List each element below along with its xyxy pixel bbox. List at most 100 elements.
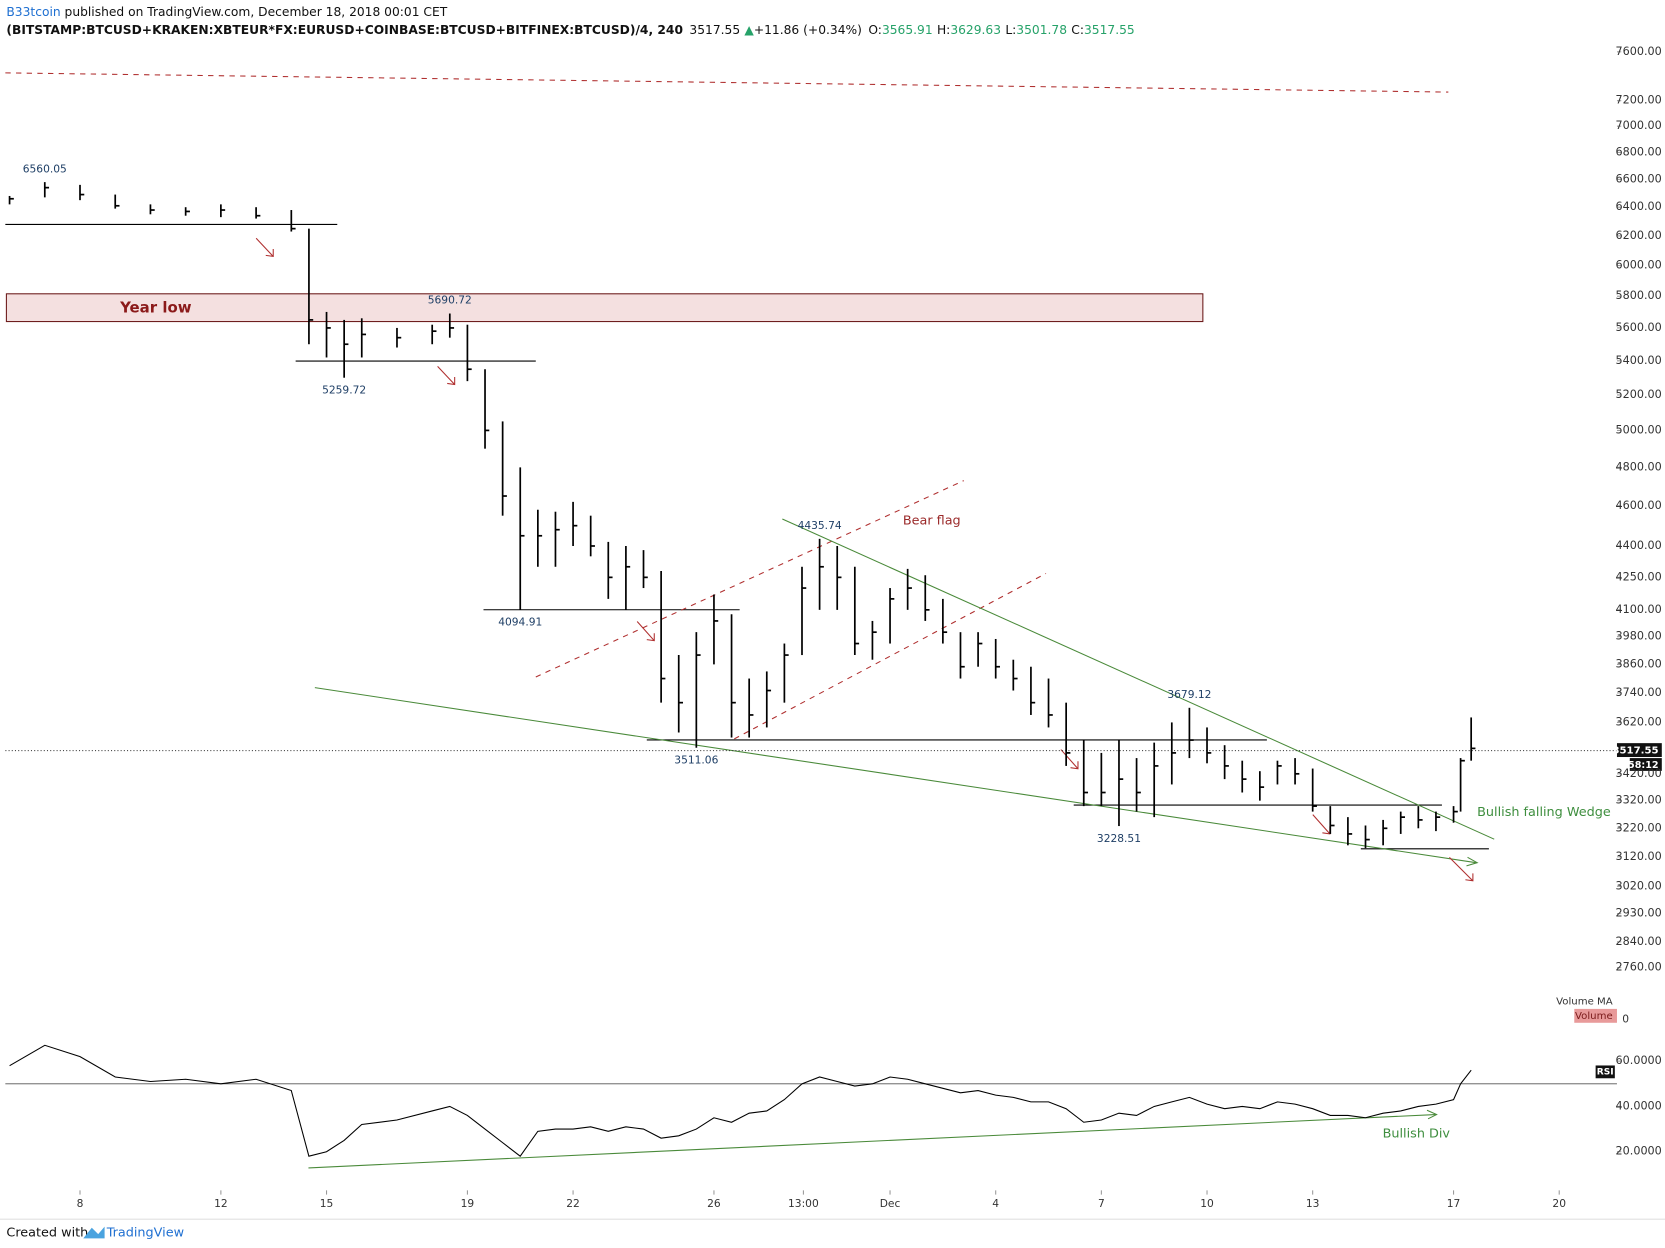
x-tick-label: 12 xyxy=(214,1197,228,1210)
div-line xyxy=(308,1114,1436,1169)
arrow-head xyxy=(1426,1109,1438,1120)
symbol: (BITSTAMP:BTCUSD+KRAKEN:XBTEUR*FX:EURUSD… xyxy=(6,23,683,37)
y-tick-label: 2760.00 xyxy=(1616,961,1662,974)
y-tick-label: 3420.00 xyxy=(1616,767,1662,780)
arrow xyxy=(636,621,655,642)
h: 3629.63 xyxy=(950,23,1001,37)
volume-zero: 0 xyxy=(1622,1013,1629,1026)
l-label: L: xyxy=(1005,23,1016,37)
price-annotation: 4435.74 xyxy=(798,519,842,532)
y-tick-label: 5400.00 xyxy=(1616,354,1662,367)
wedge-line xyxy=(314,687,1477,864)
arrow-head xyxy=(1466,856,1479,867)
y-tick-label: 7200.00 xyxy=(1616,94,1662,107)
arrow xyxy=(437,366,456,386)
up-arrow: ▲ xyxy=(744,23,754,37)
y-tick-label: 6200.00 xyxy=(1616,229,1662,242)
tv-logo xyxy=(83,1226,105,1239)
div-label: Bullish Div xyxy=(1383,1126,1451,1141)
price-annotation: 3511.06 xyxy=(674,754,718,767)
x-tick-label: 13 xyxy=(1306,1197,1320,1210)
bear-flag-label: Bear flag xyxy=(903,514,961,529)
channel-line xyxy=(535,480,965,678)
rsi-tick-label: 60.0000 xyxy=(1616,1054,1662,1067)
y-tick-label: 5600.00 xyxy=(1616,321,1662,334)
y-tick-label: 3620.00 xyxy=(1616,715,1662,728)
change: +11.86 (+0.34%) xyxy=(754,23,862,37)
y-tick-label: 4400.00 xyxy=(1616,539,1662,552)
y-tick-label: 7600.00 xyxy=(1616,45,1662,58)
arrow xyxy=(1312,814,1331,835)
arrow xyxy=(1060,749,1079,770)
author[interactable]: B33tcoin xyxy=(6,5,60,19)
wedge xyxy=(314,518,1495,867)
price-annotation: 5259.72 xyxy=(322,384,366,397)
c: 3517.55 xyxy=(1084,23,1135,37)
y-tick-label: 4250.00 xyxy=(1616,570,1662,583)
wedge-line xyxy=(782,518,1495,840)
y-tick-label: 3860.00 xyxy=(1616,657,1662,670)
bear-flag-channel xyxy=(535,480,1047,740)
x-tick-label: 22 xyxy=(566,1197,580,1210)
y-tick-label: 6400.00 xyxy=(1616,200,1662,213)
footer-created: Created with xyxy=(6,1226,88,1241)
o: 3565.91 xyxy=(882,23,933,37)
x-tick-label: 8 xyxy=(77,1197,84,1210)
header-line: B33tcoin published on TradingView.com, D… xyxy=(6,5,447,19)
rsi-tick-label: 20.0000 xyxy=(1616,1145,1662,1158)
y-tick-label: 7000.00 xyxy=(1616,119,1662,132)
footer-brand[interactable]: TradingView xyxy=(106,1226,184,1241)
div-arrow xyxy=(308,1109,1438,1169)
price-annotation: 5690.72 xyxy=(428,294,472,307)
y-tick-label: 6800.00 xyxy=(1616,145,1662,158)
countdown-box xyxy=(1629,758,1662,771)
y-tick-label: 2840.00 xyxy=(1616,935,1662,948)
x-tick-label: 10 xyxy=(1200,1197,1214,1210)
y-tick-label: 4600.00 xyxy=(1616,499,1662,512)
x-tick-label: 20 xyxy=(1552,1197,1566,1210)
price-annotation: 3679.12 xyxy=(1167,688,1211,701)
last: 3517.55 xyxy=(689,23,740,37)
x-tick-label: 13:00 xyxy=(788,1197,819,1210)
countdown: 58:12 xyxy=(1628,760,1659,771)
y-tick-label: 5000.00 xyxy=(1616,423,1662,436)
volume-box xyxy=(1574,1008,1617,1023)
o-label: O: xyxy=(868,23,882,37)
rsi-tick-label: 40.0000 xyxy=(1616,1099,1662,1112)
y-tick-label: 4800.00 xyxy=(1616,460,1662,473)
y-tick-label: 3320.00 xyxy=(1616,794,1662,807)
y-tick-label: 3220.00 xyxy=(1616,821,1662,834)
resistance-dashed xyxy=(5,72,1449,93)
symbol-line: (BITSTAMP:BTCUSD+KRAKEN:XBTEUR*FX:EURUSD… xyxy=(6,23,1134,37)
x-tick-label: 26 xyxy=(707,1197,721,1210)
published: published on TradingView.com, December 1… xyxy=(61,5,448,19)
y-tick-label: 3020.00 xyxy=(1616,879,1662,892)
y-tick-label: 3740.00 xyxy=(1616,686,1662,699)
volume-ma-label: Volume MA xyxy=(1556,996,1613,1007)
price-annotation: 4094.91 xyxy=(498,616,542,629)
last-price: 3517.55 xyxy=(1612,746,1658,757)
rsi-line xyxy=(9,1044,1472,1157)
y-tick-label: 3980.00 xyxy=(1616,630,1662,643)
x-tick-label: 17 xyxy=(1447,1197,1461,1210)
y-tick-label: 5800.00 xyxy=(1616,289,1662,302)
x-tick-label: 19 xyxy=(461,1197,475,1210)
arrow xyxy=(1449,856,1474,882)
c-label: C: xyxy=(1071,23,1084,37)
x-tick-label: 15 xyxy=(320,1197,334,1210)
x-tick-label: 7 xyxy=(1098,1197,1105,1210)
arrow xyxy=(255,237,274,258)
y-tick-label: 3120.00 xyxy=(1616,850,1662,863)
y-tick-label: 5200.00 xyxy=(1616,388,1662,401)
volume-label: Volume xyxy=(1575,1011,1613,1022)
l: 3501.78 xyxy=(1016,23,1067,37)
wedge-label: Bullish falling Wedge xyxy=(1477,805,1611,820)
y-tick-label: 2930.00 xyxy=(1616,907,1662,920)
h-label: H: xyxy=(937,23,950,37)
x-tick-label: 4 xyxy=(992,1197,999,1210)
red-arrows xyxy=(255,237,1474,882)
rsi-box xyxy=(1595,1065,1615,1079)
y-tick-label: 6000.00 xyxy=(1616,259,1662,272)
price-annotation: 3228.51 xyxy=(1097,832,1141,845)
